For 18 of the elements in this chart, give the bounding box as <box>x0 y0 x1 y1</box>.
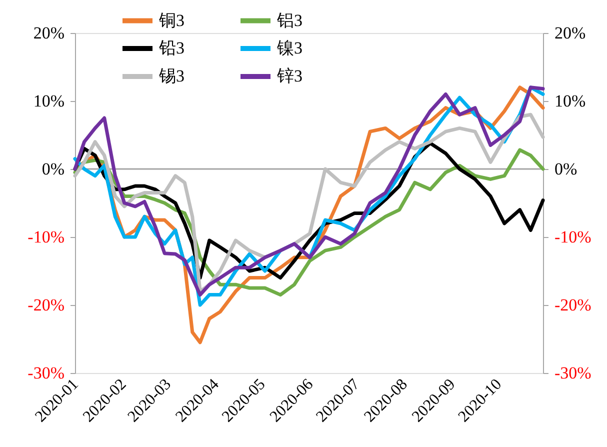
legend-label: 镍3 <box>276 38 302 58</box>
y-tick-label: -30% <box>28 364 64 382</box>
y2-tick-label: 0% <box>554 160 578 178</box>
y-tick-label: 0% <box>42 160 64 178</box>
y2-tick-label: 20% <box>554 24 586 42</box>
y-tick-label: -10% <box>28 228 64 246</box>
y2-tick-label: 10% <box>554 92 586 110</box>
y-tick-label: -20% <box>28 296 64 314</box>
y2-tick-label: -10% <box>554 228 592 246</box>
legend-label: 铅3 <box>158 38 184 58</box>
legend-label: 锡3 <box>158 66 184 86</box>
y-tick-label: 20% <box>33 24 64 42</box>
legend-label: 铝3 <box>276 10 302 30</box>
y2-tick-label: -20% <box>554 296 592 314</box>
legend-label: 铜3 <box>158 10 184 30</box>
legend-label: 锌3 <box>276 66 302 86</box>
y-tick-label: 10% <box>33 92 64 110</box>
y2-tick-label: -30% <box>554 364 592 382</box>
